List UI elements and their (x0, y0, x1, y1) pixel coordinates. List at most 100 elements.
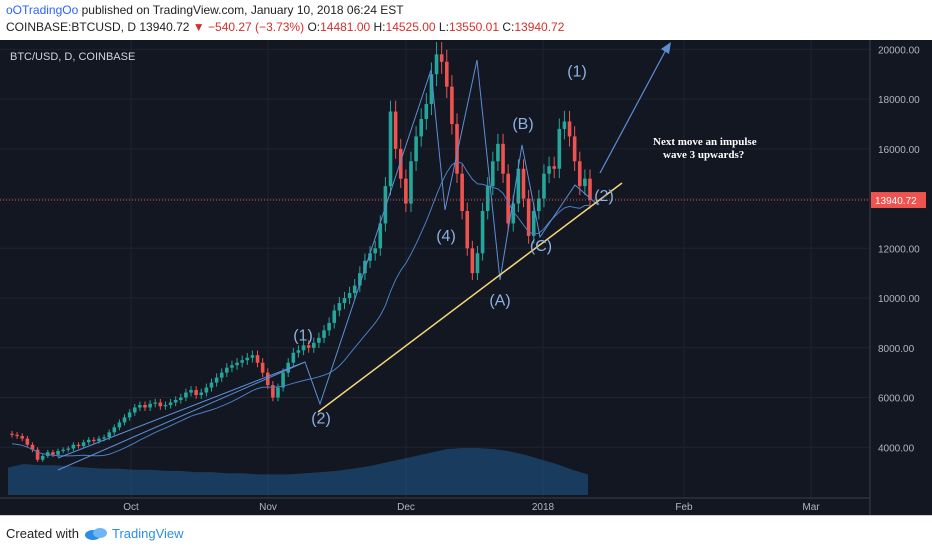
wave-label: (1) (293, 327, 313, 344)
candle-body (501, 143, 505, 174)
candle-body (506, 173, 510, 224)
candle-body (163, 404, 168, 407)
candle-body (552, 166, 556, 169)
wave-label: (1) (567, 64, 587, 81)
candle-body (358, 273, 362, 286)
candle-body (25, 438, 30, 445)
candle-body (148, 403, 152, 408)
candle-body (409, 161, 413, 204)
wave-label: (2) (594, 188, 614, 205)
chart-area[interactable]: 20000.0018000.0016000.0014000.0012000.00… (0, 40, 932, 515)
candle-body (61, 449, 65, 451)
x-tick-label: Oct (123, 502, 139, 513)
last-price-badge (871, 192, 926, 209)
chart-title: BTC/USD, D, COINBASE (10, 51, 135, 63)
y-tick-label: 10000.00 (878, 294, 920, 305)
volume-ma-area (8, 448, 588, 495)
wave-label: (4) (436, 228, 456, 245)
publish-line: oOTradingOo published on TradingView.com… (6, 3, 404, 17)
candle-body (209, 382, 214, 388)
tradingview-brand-link[interactable]: TradingView (112, 526, 184, 541)
candle-body (368, 253, 372, 261)
candle-body (465, 211, 470, 249)
price-chart[interactable]: 20000.0018000.0016000.0014000.0012000.00… (0, 40, 932, 515)
candle-body (276, 387, 280, 398)
y-tick-label: 6000.00 (878, 394, 915, 405)
publish-header: oOTradingOo published on TradingView.com… (0, 0, 932, 40)
candle-body (143, 404, 147, 408)
candle-body (429, 74, 434, 105)
last-price-label: 13940.72 (875, 196, 917, 207)
candles-group (10, 42, 592, 462)
candle-body (588, 178, 592, 201)
candle-body (317, 337, 321, 343)
candle-body (291, 352, 296, 363)
projection-arrow-line (599, 45, 669, 174)
candle-body (51, 452, 55, 455)
candle-body (496, 143, 500, 162)
candle-body (444, 61, 449, 87)
candle-body (567, 121, 572, 137)
candle-body (240, 360, 244, 363)
publish-info: published on TradingView.com, January 10… (81, 3, 404, 17)
open-label: O: (307, 20, 321, 34)
candle-body (537, 198, 541, 212)
candle-body (577, 161, 582, 187)
candle-body (342, 298, 347, 304)
wave-label: (A) (489, 293, 510, 310)
candle-body (225, 367, 229, 373)
candle-body (260, 362, 265, 373)
candle-body (475, 253, 480, 274)
elliott-wave-path (57, 59, 599, 471)
candle-body (337, 303, 342, 311)
symbol-label: COINBASE:BTCUSD, D (6, 20, 137, 34)
wave-channel-line (57, 361, 306, 459)
candle-body (127, 412, 132, 418)
x-tick-label: Dec (397, 502, 415, 513)
candle-body (245, 357, 250, 361)
open-value: 14481.00 (320, 20, 371, 34)
candle-body (542, 173, 546, 199)
candle-body (66, 448, 71, 450)
annotation-text: Next move an impulse (653, 136, 757, 148)
candle-body (112, 427, 117, 433)
candle-body (158, 402, 163, 407)
candle-body (531, 211, 536, 236)
candle-body (322, 330, 326, 338)
author-link[interactable]: oOTradingOo (6, 3, 79, 17)
candle-body (122, 417, 127, 423)
candle-body (306, 345, 311, 348)
candle-body (480, 211, 485, 254)
candle-body (491, 161, 495, 187)
candle-body (184, 392, 188, 398)
x-tick-label: Feb (675, 502, 693, 513)
candle-body (281, 372, 285, 388)
candle-body (516, 168, 521, 204)
candle-body (352, 285, 357, 294)
candle-body (86, 439, 91, 443)
candle-body (76, 444, 81, 447)
y-tick-label: 12000.00 (878, 244, 920, 255)
candle-body (526, 198, 531, 236)
candle-body (572, 136, 577, 162)
candle-body (388, 111, 393, 187)
candle-body (393, 111, 398, 149)
candle-body (398, 148, 403, 179)
candle-body (204, 387, 209, 393)
created-with-label: Created with (6, 526, 79, 541)
candle-body (117, 422, 122, 428)
annotation-text: wave 3 upwards? (663, 149, 744, 161)
candle-body (583, 178, 587, 187)
close-value: 13940.72 (514, 20, 565, 34)
y-tick-label: 8000.00 (878, 344, 915, 355)
candle-body (107, 432, 111, 438)
candle-body (20, 436, 25, 439)
support-trend-line (317, 182, 623, 413)
candle-body (311, 342, 316, 348)
moving-average-line (11, 161, 591, 457)
chart-background (0, 40, 932, 515)
candle-body (434, 54, 439, 75)
y-tick-label: 16000.00 (878, 145, 920, 156)
candle-body (219, 372, 224, 378)
footer: Created with TradingView (0, 515, 932, 551)
